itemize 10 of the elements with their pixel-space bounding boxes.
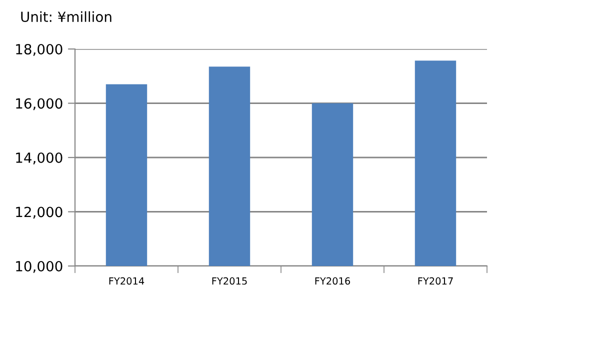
- y-tick-label: 16,000: [16, 98, 62, 110]
- x-tick-label: FY2016: [315, 277, 350, 285]
- y-tick-label: 14,000: [16, 152, 62, 164]
- y-tick-label: 18,000: [16, 44, 62, 56]
- y-tick-label: 10,000: [16, 260, 62, 273]
- y-tick-label: 12,000: [16, 206, 62, 219]
- x-tick-label: FY2014: [109, 277, 144, 285]
- x-tick-label: FY2017: [418, 277, 453, 285]
- chart-title: Unit: ¥million: [21, 11, 112, 22]
- x-tick-label: FY2015: [212, 277, 247, 285]
